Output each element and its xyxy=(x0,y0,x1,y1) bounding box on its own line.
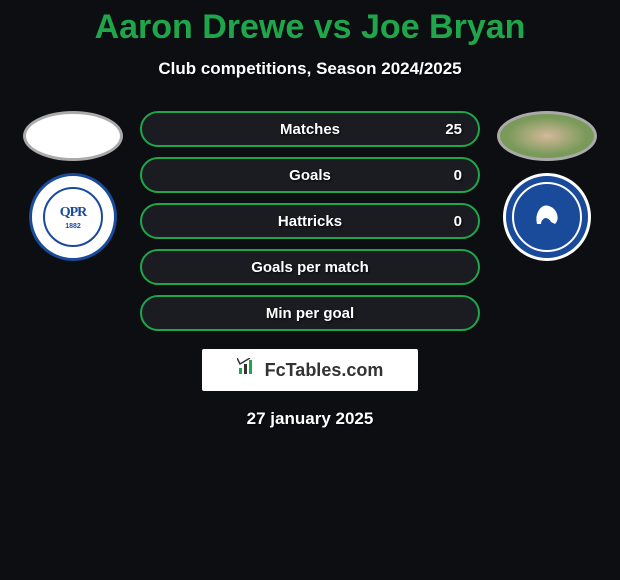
content-row: QPR 1882 Matches 25 Goals 0 Hattricks 0 xyxy=(0,111,620,331)
stat-row-goals-per-match: Goals per match xyxy=(140,249,480,285)
stat-row-min-per-goal: Min per goal xyxy=(140,295,480,331)
club-badge-millwall xyxy=(503,173,591,261)
stat-label: Goals per match xyxy=(198,259,422,276)
page-title: Aaron Drewe vs Joe Bryan xyxy=(0,8,620,47)
stat-label: Matches xyxy=(198,121,422,138)
qpr-badge-text: QPR xyxy=(60,205,87,221)
millwall-badge-inner xyxy=(512,182,582,252)
left-player-column: QPR 1882 xyxy=(18,111,128,261)
stat-right-value: 0 xyxy=(422,167,462,184)
stats-column: Matches 25 Goals 0 Hattricks 0 Goals per… xyxy=(140,111,480,331)
stat-row-hattricks: Hattricks 0 xyxy=(140,203,480,239)
stat-right-value: 25 xyxy=(422,121,462,138)
footer-date: 27 january 2025 xyxy=(0,409,620,429)
footer-brand-text: FcTables.com xyxy=(265,360,384,381)
qpr-badge-year: 1882 xyxy=(65,223,81,230)
stat-row-matches: Matches 25 xyxy=(140,111,480,147)
subtitle: Club competitions, Season 2024/2025 xyxy=(0,59,620,79)
avatar-player-right xyxy=(497,111,597,161)
stat-row-goals: Goals 0 xyxy=(140,157,480,193)
qpr-badge-inner: QPR 1882 xyxy=(43,187,103,247)
chart-bar-icon xyxy=(237,358,259,382)
stat-label: Hattricks xyxy=(198,213,422,230)
club-badge-qpr: QPR 1882 xyxy=(29,173,117,261)
footer-brand-logo: FcTables.com xyxy=(202,349,418,391)
infographic-container: Aaron Drewe vs Joe Bryan Club competitio… xyxy=(0,0,620,429)
right-player-column xyxy=(492,111,602,261)
stat-label: Min per goal xyxy=(198,305,422,322)
lion-icon xyxy=(529,196,565,239)
avatar-player-left xyxy=(23,111,123,161)
stat-right-value: 0 xyxy=(422,213,462,230)
stat-label: Goals xyxy=(198,167,422,184)
